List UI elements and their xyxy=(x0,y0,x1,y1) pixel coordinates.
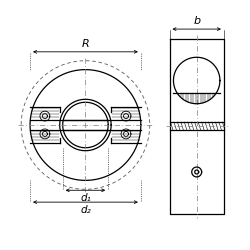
Text: R: R xyxy=(82,39,89,49)
Text: d₂: d₂ xyxy=(80,205,91,215)
Text: d₁: d₁ xyxy=(80,193,91,203)
Text: b: b xyxy=(193,16,200,26)
